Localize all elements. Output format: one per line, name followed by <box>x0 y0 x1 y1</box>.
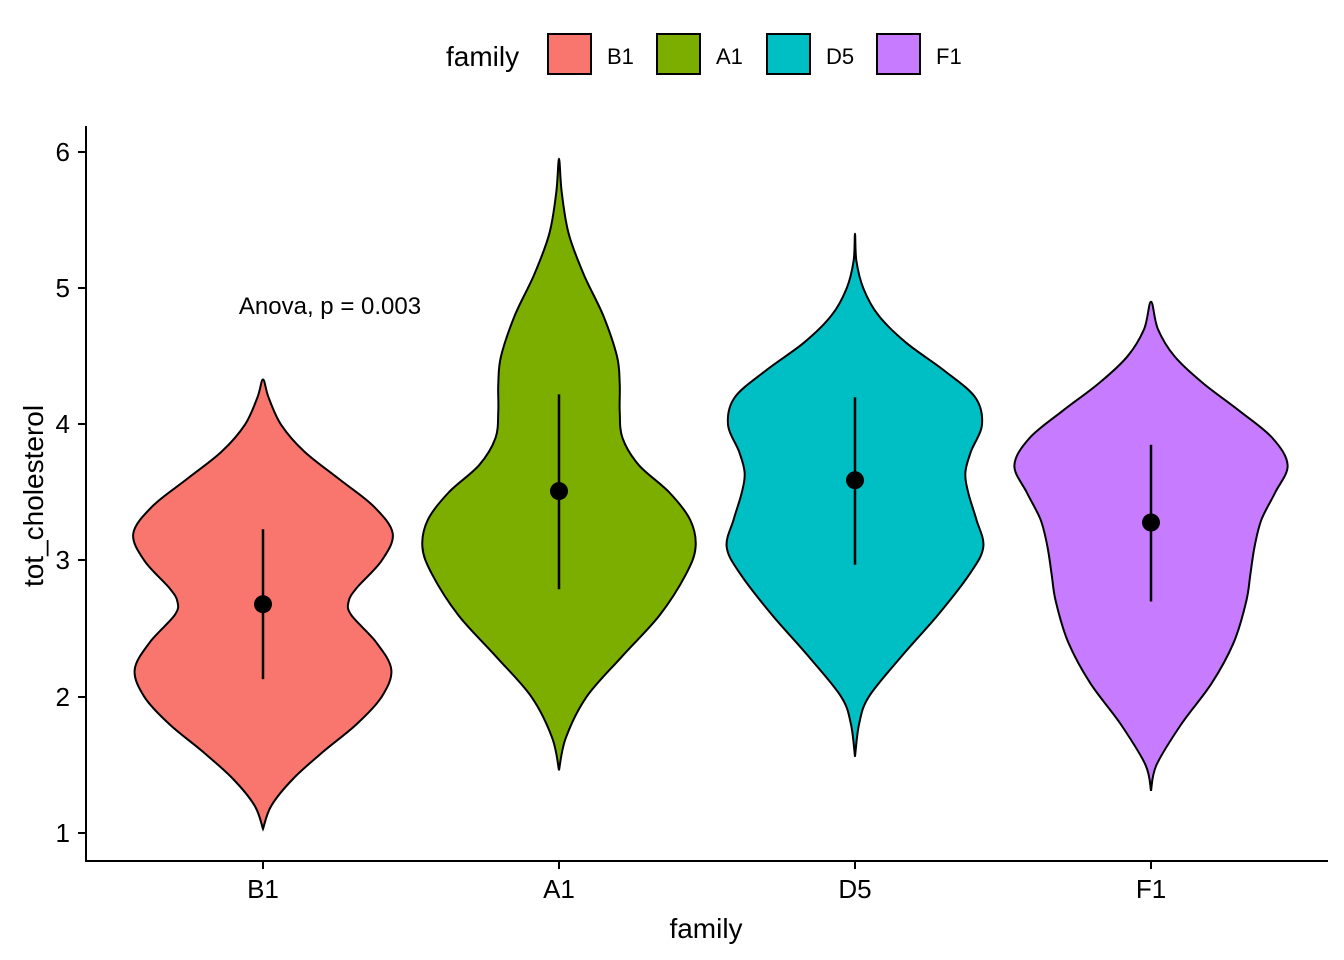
x-tick-label-f1: F1 <box>1136 874 1166 904</box>
legend-swatch-b1 <box>547 33 592 75</box>
mean-point-d5 <box>846 471 864 490</box>
x-tick-label-d5: D5 <box>838 874 871 904</box>
legend: family B1 A1 D5 F1 <box>446 33 962 75</box>
mean-point-a1 <box>550 482 568 501</box>
y-ticks: 1 2 3 4 5 6 <box>56 137 86 848</box>
x-axis-title: family <box>669 913 742 944</box>
y-tick-label-2: 2 <box>56 682 70 712</box>
legend-swatch-f1 <box>876 33 921 75</box>
legend-item-b1: B1 <box>547 33 634 75</box>
mean-point-f1 <box>1142 513 1160 532</box>
legend-item-f1: F1 <box>876 33 962 75</box>
mean-point-b1 <box>254 595 272 614</box>
x-tick-label-a1: A1 <box>543 874 575 904</box>
x-tick-label-b1: B1 <box>247 874 279 904</box>
y-tick-label-5: 5 <box>56 273 70 303</box>
legend-label-d5: D5 <box>826 44 854 69</box>
violins <box>132 157 1289 832</box>
legend-swatch-a1 <box>656 33 701 75</box>
y-tick-label-1: 1 <box>56 818 70 848</box>
legend-label-f1: F1 <box>936 44 962 69</box>
y-tick-label-4: 4 <box>56 409 70 439</box>
legend-label-b1: B1 <box>607 44 634 69</box>
anova-annotation: Anova, p = 0.003 <box>239 293 421 320</box>
y-axis-title: tot_cholesterol <box>18 405 49 587</box>
legend-item-d5: D5 <box>766 33 854 75</box>
y-tick-label-3: 3 <box>56 545 70 575</box>
x-ticks: B1 A1 D5 F1 <box>247 861 1166 904</box>
legend-title: family <box>446 41 519 72</box>
y-tick-label-6: 6 <box>56 137 70 167</box>
legend-label-a1: A1 <box>716 44 743 69</box>
legend-swatch-d5 <box>766 33 811 75</box>
legend-item-a1: A1 <box>656 33 743 75</box>
